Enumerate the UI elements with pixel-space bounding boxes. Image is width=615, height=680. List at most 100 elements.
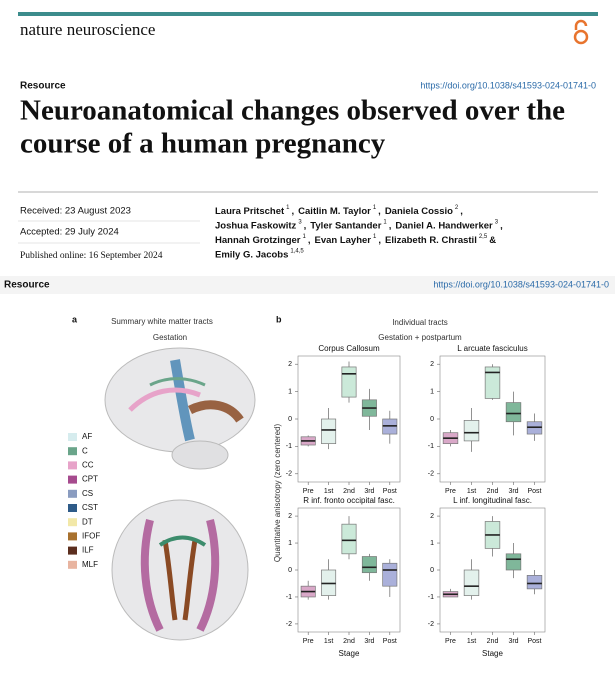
- author-separator: &: [489, 235, 496, 246]
- legend-label: IFOF: [82, 532, 100, 541]
- charts: Corpus Callosum -2 -1 0 1 2 Pre 1st 2nd 3rd Post L …: [286, 344, 546, 658]
- y-tick-label: -1: [286, 443, 292, 450]
- author-separator: ,: [292, 206, 295, 217]
- y-tick-label: -2: [286, 621, 292, 628]
- author-name: Hannah Grotzinger: [215, 235, 301, 246]
- box: [505, 402, 522, 423]
- y-tick-label: -2: [428, 471, 434, 478]
- y-tick-label: 0: [288, 567, 292, 574]
- doi-link[interactable]: https://doi.org/10.1038/s41593-024-01741…: [420, 80, 596, 90]
- chart-title: L arcuate fasciculus: [457, 344, 527, 353]
- legend-swatch: [68, 504, 77, 512]
- y-tick-label: -1: [428, 443, 434, 450]
- x-tick-label: 3rd: [364, 638, 374, 645]
- box: [463, 420, 480, 442]
- x-tick-label: 3rd: [508, 488, 518, 495]
- y-tick-label: 0: [288, 416, 292, 423]
- box: [484, 366, 501, 399]
- legend-swatch: [68, 461, 77, 470]
- y-tick-label: 1: [288, 388, 292, 395]
- brain-image-axial: [111, 499, 249, 641]
- author-name: Joshua Faskowitz: [215, 220, 297, 231]
- box: [341, 523, 357, 555]
- author-name: Emily G. Jacobs: [215, 249, 288, 260]
- y-tick-label: 1: [430, 540, 434, 547]
- x-tick-label: 2nd: [487, 488, 499, 495]
- panel-title: Individual tracts: [392, 318, 448, 327]
- date: Received: 23 August 2023: [20, 206, 131, 217]
- author-affiliation: 3: [495, 219, 499, 225]
- y-tick-label: -2: [428, 621, 434, 628]
- x-tick-label: 1st: [324, 638, 333, 645]
- author-name: Caitlin M. Taylor: [298, 206, 371, 217]
- author-separator: ,: [460, 206, 463, 217]
- date: Published online: 16 September 2024: [20, 251, 163, 261]
- author-name: Tyler Santander: [310, 220, 381, 231]
- legend-label: CST: [82, 503, 98, 512]
- y-tick-label: -1: [286, 594, 292, 601]
- x-tick-label: Pre: [445, 488, 456, 495]
- legend-swatch: [68, 518, 77, 527]
- box: [526, 575, 543, 590]
- author-affiliation: 3: [298, 219, 302, 225]
- x-tick-label: 1st: [467, 638, 476, 645]
- legend-label: ILF: [82, 546, 94, 555]
- author-name: Daniela Cossio: [385, 206, 453, 217]
- legend-swatch: [68, 532, 77, 541]
- box: [463, 569, 480, 596]
- x-tick-label: Pre: [445, 638, 456, 645]
- author-line: Laura Pritschet 1, Caitlin M. Taylor 1, Dani…: [215, 205, 463, 217]
- y-tick-label: 0: [430, 416, 434, 423]
- author-separator: ,: [500, 220, 503, 231]
- box: [361, 556, 377, 574]
- journal-name: nature neuroscience: [20, 20, 155, 39]
- box: [382, 562, 398, 587]
- x-tick-label: 3rd: [364, 488, 374, 495]
- legend-label: C: [82, 446, 88, 455]
- legend-swatch: [68, 489, 77, 498]
- title-line: Neuroanatomical changes observed over th…: [20, 95, 565, 127]
- panel-label: b: [276, 314, 282, 324]
- legend-label: AF: [82, 432, 92, 441]
- section-label: Resource: [20, 81, 66, 92]
- authors: Laura Pritschet 1, Caitlin M. Taylor 1, Dani…: [215, 205, 503, 260]
- author-name: Elizabeth R. Chrastil: [385, 235, 477, 246]
- x-tick-label: 3rd: [508, 638, 518, 645]
- doi-link[interactable]: https://doi.org/10.1038/s41593-024-01741…: [433, 279, 609, 289]
- legend-swatch: [68, 560, 77, 569]
- x-tick-label: Post: [527, 638, 541, 645]
- author-name: Laura Pritschet: [215, 206, 285, 217]
- chart-title: Corpus Callosum: [318, 344, 380, 353]
- legend-label: CC: [82, 461, 94, 470]
- legend-swatch: [68, 475, 77, 484]
- author-affiliation: 1: [286, 205, 290, 211]
- y-tick-label: 2: [430, 361, 434, 368]
- y-tick-label: 1: [288, 540, 292, 547]
- panel-title: Summary white matter tracts: [111, 317, 213, 326]
- x-tick-label: Post: [383, 638, 397, 645]
- box: [341, 366, 357, 398]
- author-affiliation: 2: [455, 205, 459, 211]
- legend-label: MLF: [82, 560, 98, 569]
- author-affiliation: 1: [373, 234, 377, 240]
- legend-label: CS: [82, 489, 93, 498]
- chart-title: L inf. longitudinal fasc.: [453, 496, 532, 505]
- y-tick-label: 2: [288, 513, 292, 520]
- legend-label: DT: [82, 517, 93, 526]
- x-tick-label: 2nd: [487, 638, 499, 645]
- author-name: Daniel A. Handwerker: [395, 220, 493, 231]
- x-tick-label: Pre: [303, 488, 314, 495]
- author-affiliation: 1: [383, 219, 387, 225]
- author-line: Emily G. Jacobs 1,4,5: [215, 248, 304, 260]
- y-tick-label: 0: [430, 567, 434, 574]
- title-line: course of a human pregnancy: [20, 128, 386, 160]
- y-tick-label: 2: [288, 361, 292, 368]
- author-affiliation: 1: [373, 205, 377, 211]
- author-affiliation: 1,4,5: [290, 248, 304, 254]
- y-axis-label: Quantitative anisotropy (zero centered): [273, 424, 282, 563]
- x-axis-label: Stage: [482, 649, 503, 658]
- box: [505, 553, 522, 571]
- y-tick-label: 1: [430, 388, 434, 395]
